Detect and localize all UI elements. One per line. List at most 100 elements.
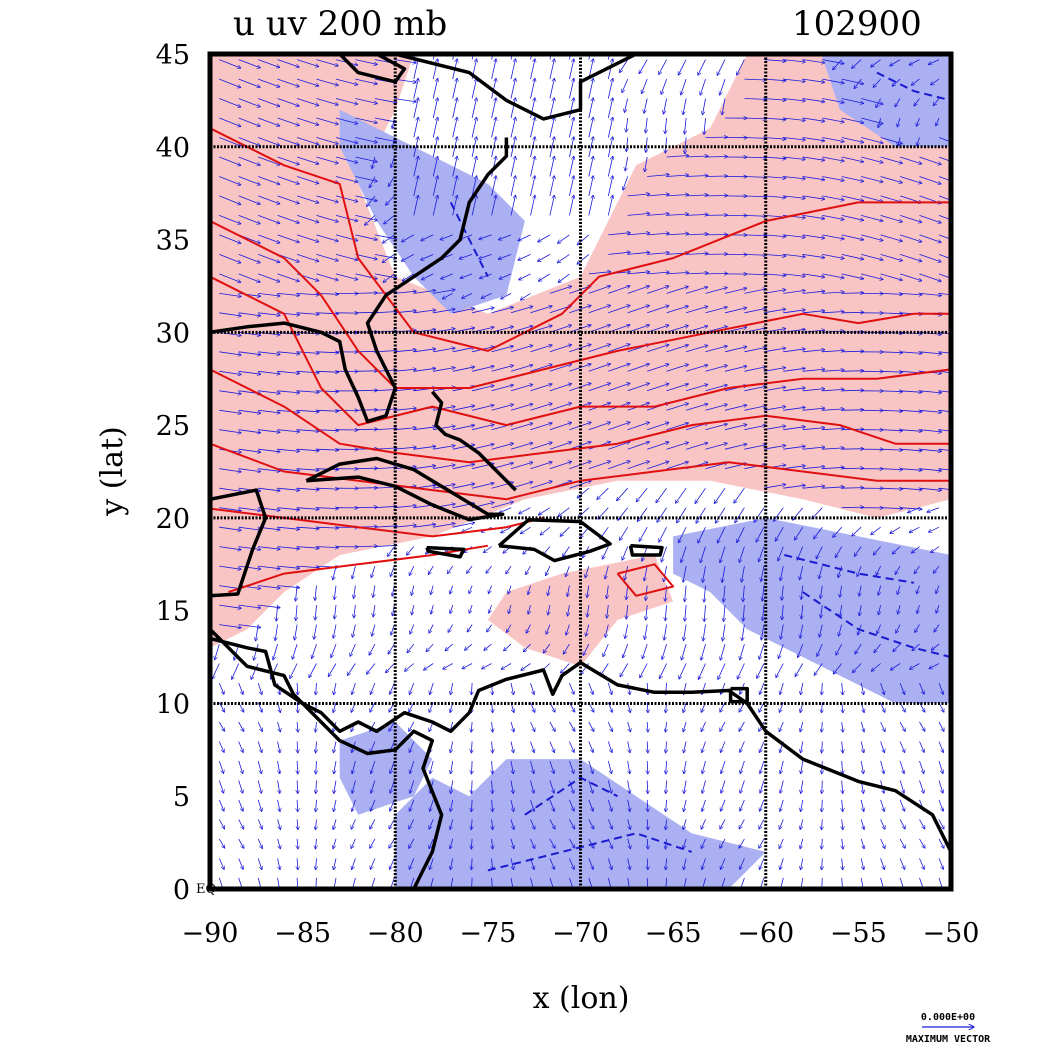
wind-vector	[413, 156, 419, 177]
wind-vector	[530, 117, 536, 138]
wind-vector	[546, 624, 551, 635]
wind-vector	[460, 273, 473, 279]
wind-vector	[413, 59, 419, 80]
wind-vector	[413, 117, 419, 138]
wind-vector	[530, 403, 553, 411]
wind-vector	[316, 195, 339, 202]
wind-vector	[374, 526, 397, 527]
wind-vector	[452, 464, 475, 470]
wind-vector	[219, 78, 241, 88]
wind-vector	[218, 702, 224, 713]
wind-vector	[530, 345, 553, 353]
wind-vector	[563, 643, 570, 654]
wind-vector	[510, 195, 516, 216]
wind-vector	[218, 858, 224, 869]
wind-vector	[309, 663, 317, 678]
wind-vector	[539, 507, 551, 515]
wind-vector	[219, 312, 241, 316]
wind-vector	[558, 507, 570, 517]
wind-vector	[523, 643, 531, 652]
wind-vector	[238, 59, 261, 68]
wind-vector	[563, 546, 570, 557]
wind-vector	[257, 760, 261, 774]
wind-vector	[608, 305, 630, 314]
wind-vector	[277, 409, 300, 412]
wind-vector	[390, 760, 395, 774]
wind-vector	[549, 364, 572, 372]
wind-vector	[315, 721, 316, 732]
wind-vector	[392, 117, 394, 129]
wind-vector	[588, 176, 594, 196]
wind-vector	[607, 858, 612, 869]
wind-vector	[335, 254, 358, 260]
wind-vector	[335, 195, 358, 202]
wind-vector	[297, 780, 298, 794]
wind-vector	[530, 156, 536, 177]
wind-vector	[409, 799, 415, 811]
wind-vector	[608, 286, 630, 294]
wind-vector	[218, 819, 224, 829]
wind-vector	[297, 371, 319, 373]
wind-vector	[491, 385, 514, 392]
wind-vector	[462, 293, 473, 298]
wind-vector	[238, 98, 261, 107]
wind-vector	[627, 858, 630, 869]
wind-vector	[549, 780, 554, 794]
wind-vector	[374, 254, 397, 258]
wind-vector	[484, 643, 492, 650]
wind-vector	[316, 858, 317, 869]
wind-vector	[335, 137, 358, 144]
wind-vector	[316, 780, 317, 794]
wind-vector	[538, 273, 551, 281]
wind-vector	[588, 741, 594, 753]
wind-vector	[238, 526, 261, 530]
wind-vector	[277, 78, 300, 87]
chart-title-left: u uv 200 mb	[233, 4, 447, 44]
wind-vector	[219, 195, 241, 205]
wind-vector	[557, 254, 570, 262]
chart-title-right: 102900	[792, 4, 922, 44]
wind-vector	[565, 565, 570, 577]
wind-vector	[498, 254, 512, 259]
wind-vector	[238, 78, 261, 87]
wind-vector	[510, 117, 516, 138]
wind-vector	[333, 566, 337, 580]
wind-vector	[607, 98, 613, 119]
wind-vector	[238, 215, 261, 223]
wind-vector	[520, 526, 531, 534]
wind-vector	[316, 117, 339, 124]
wind-vector	[405, 663, 415, 672]
y-tick-label: 25	[156, 411, 190, 442]
wind-vector	[219, 331, 241, 335]
wind-vector	[546, 565, 551, 576]
wind-vector	[429, 624, 434, 634]
wind-vector	[530, 702, 535, 713]
wind-vector	[296, 254, 319, 261]
wind-vector	[383, 273, 395, 282]
wind-vector	[409, 819, 415, 829]
wind-vector	[410, 780, 415, 794]
wind-vector	[445, 643, 453, 651]
wind-vector	[409, 682, 415, 694]
wind-vector	[492, 760, 493, 774]
wind-vector	[538, 234, 551, 242]
wind-vector	[492, 780, 493, 794]
wind-vector	[219, 429, 241, 433]
wind-vector	[413, 310, 436, 314]
wind-vector	[394, 525, 416, 528]
wind-vector	[402, 273, 415, 281]
wind-vector	[588, 272, 611, 275]
wind-vector	[277, 760, 280, 774]
wind-vector	[219, 98, 241, 108]
wind-vector	[334, 682, 337, 695]
wind-vector	[367, 195, 376, 207]
wind-vector	[316, 799, 317, 812]
wind-vector	[429, 819, 434, 829]
wind-vector	[314, 624, 317, 640]
wind-vector	[277, 741, 280, 753]
wind-vector	[258, 117, 280, 126]
wind-vector	[607, 799, 612, 812]
wind-vector	[452, 523, 475, 528]
wind-vector	[492, 858, 493, 869]
wind-vector	[355, 293, 377, 294]
